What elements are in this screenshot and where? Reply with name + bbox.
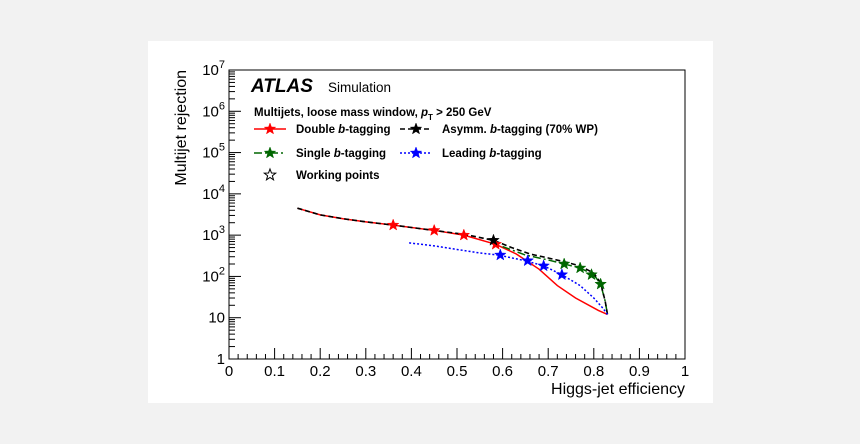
series-line-1 [502,245,609,315]
x-tick-label: 0 [225,363,233,380]
working-point-marker [386,218,400,231]
series-line-0 [297,207,608,316]
x-tick-label: 1 [681,363,689,380]
series-line-3 [409,242,609,315]
y-tick-label: 103 [202,224,225,244]
legend-label: Leading b-tagging [442,148,542,160]
x-tick-label: 0.6 [492,363,513,380]
y-tick-label: 107 [202,59,225,79]
working-point-marker [457,228,471,241]
legend-marker-0 [263,122,277,135]
legend-label: Double b-tagging [296,124,391,136]
y-tick-label: 10 [208,310,225,327]
legend-label: Working points [296,170,379,182]
legend-marker-open [262,167,278,182]
chart: 0 0.1 0.2 0.3 0.4 0.5 0.6 0.7 0.8 0.9 1 1 10 102 103 10… [173,59,689,398]
x-tick-label: 0.2 [310,363,331,380]
legend-marker-2 [409,122,423,135]
selection-text: Multijets, loose mass window, pT > 250 G… [254,107,492,122]
working-point-marker [594,277,608,290]
working-point-marker [555,267,569,281]
working-point-marker [493,248,507,261]
y-axis-title: Multijet rejection [173,70,190,186]
y-tick-label: 1 [217,351,225,368]
working-point-marker [427,223,441,236]
y-tick-label: 106 [202,100,225,120]
series-line-2 [297,207,609,315]
y-tick-label: 105 [202,142,225,162]
working-point-marker [557,257,571,270]
legend-marker-3 [409,146,423,159]
working-point-marker [521,254,535,267]
legend: Double b-tagging Asymm. b-tagging (70% WP… [254,122,598,182]
x-tick-label: 0.9 [629,363,650,380]
x-tick-label: 0.7 [538,363,559,380]
x-tick-label: 0.1 [264,363,285,380]
x-tick-label: 0.3 [355,363,376,380]
simulation-label: Simulation [328,80,391,95]
working-point-marker [537,259,551,272]
experiment-label: ATLAS [250,76,313,97]
y-tick-label: 104 [202,183,225,203]
working-point-marker [487,233,500,246]
x-axis-title: Higgs-jet efficiency [551,381,685,398]
legend-label: Single b-tagging [296,148,386,160]
working-point-marker [573,261,587,274]
legend-label: Asymm. b-tagging (70% WP) [442,124,598,136]
y-tick-label: 102 [202,265,225,285]
x-tick-label: 0.4 [401,363,422,380]
figure-panel: 0 0.1 0.2 0.3 0.4 0.5 0.6 0.7 0.8 0.9 1 1 10 102 103 10… [148,41,713,403]
x-tick-label: 0.5 [447,363,468,380]
working-point-marker [585,267,598,281]
x-tick-label: 0.8 [583,363,604,380]
legend-marker-1 [263,146,277,159]
